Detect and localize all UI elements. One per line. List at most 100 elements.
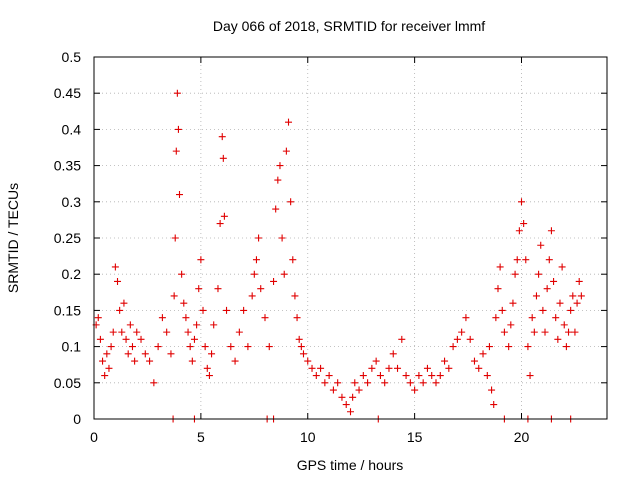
data-point <box>428 372 436 380</box>
data-point <box>453 335 461 343</box>
data-point <box>321 379 329 387</box>
data-point <box>219 154 227 162</box>
data-point <box>490 401 498 409</box>
data-point <box>445 364 453 372</box>
data-point <box>509 299 517 307</box>
data-point <box>492 314 500 322</box>
data-point <box>398 335 406 343</box>
data-point <box>278 234 286 242</box>
data-point <box>507 321 515 329</box>
x-tick-label: 10 <box>300 429 316 445</box>
data-point <box>133 328 141 336</box>
data-point <box>458 328 466 336</box>
data-point <box>99 357 107 365</box>
data-point <box>101 372 109 380</box>
data-point <box>325 372 333 380</box>
data-point <box>518 198 525 206</box>
y-tick-label: 0.45 <box>54 85 81 101</box>
data-point <box>250 270 258 278</box>
data-point <box>483 372 491 380</box>
data-point <box>105 364 113 372</box>
data-point <box>265 343 273 351</box>
y-tick-label: 0.3 <box>62 194 82 210</box>
data-point <box>513 256 521 264</box>
data-point <box>299 350 307 358</box>
y-tick-label: 0 <box>73 411 81 427</box>
data-point <box>347 408 354 416</box>
data-point <box>349 393 357 401</box>
chart-title: Day 066 of 2018, SRMTID for receiver lmm… <box>213 18 485 34</box>
data-point <box>214 285 222 293</box>
data-point <box>511 270 519 278</box>
data-point <box>128 343 136 351</box>
data-point <box>197 256 205 264</box>
data-point <box>381 379 389 387</box>
data-point <box>466 335 474 343</box>
data-point <box>556 299 564 307</box>
x-tick-label: 20 <box>514 429 530 445</box>
data-point <box>172 147 180 155</box>
data-point <box>571 328 579 336</box>
data-point <box>338 393 346 401</box>
data-point <box>252 256 260 264</box>
data-point <box>285 118 293 126</box>
data-point <box>137 335 145 343</box>
data-points <box>92 89 585 423</box>
data-point <box>124 350 132 358</box>
data-point <box>182 314 190 322</box>
data-point <box>575 277 583 285</box>
data-point <box>109 328 117 336</box>
y-tick-label: 0.5 <box>62 49 82 65</box>
data-point <box>355 386 363 394</box>
data-point <box>522 256 530 264</box>
data-point <box>280 270 288 278</box>
data-point <box>520 220 528 228</box>
data-point <box>195 285 203 293</box>
data-point <box>96 335 104 343</box>
x-tick-label: 0 <box>90 429 98 445</box>
data-point <box>188 357 196 365</box>
y-tick-label: 0.4 <box>62 121 82 137</box>
data-point <box>167 350 175 358</box>
x-tick-label: 15 <box>407 429 423 445</box>
data-point <box>334 379 342 387</box>
data-point <box>120 299 128 307</box>
y-tick-label: 0.25 <box>54 230 81 246</box>
data-point <box>154 343 162 351</box>
data-point <box>488 386 496 394</box>
data-point <box>150 379 158 387</box>
data-point <box>329 386 337 394</box>
data-point <box>170 292 178 300</box>
x-tick-label: 5 <box>197 429 205 445</box>
data-point <box>565 328 573 336</box>
data-point <box>535 270 543 278</box>
data-point <box>223 306 231 314</box>
data-point <box>368 364 376 372</box>
data-point <box>364 379 372 387</box>
data-point <box>385 364 393 372</box>
data-point <box>176 191 183 199</box>
data-point <box>122 335 130 343</box>
data-point <box>545 256 553 264</box>
data-point <box>201 343 209 351</box>
data-point <box>94 314 102 322</box>
data-point <box>470 357 478 365</box>
data-point <box>276 162 284 170</box>
data-point <box>532 292 540 300</box>
data-point <box>295 335 303 343</box>
data-point <box>205 372 213 380</box>
data-point <box>218 133 226 141</box>
data-point <box>537 241 545 249</box>
data-point <box>216 220 224 228</box>
data-point <box>539 306 547 314</box>
data-point <box>500 328 508 336</box>
data-point <box>118 328 126 336</box>
data-point <box>562 343 570 351</box>
data-point <box>415 372 423 380</box>
y-axis-label: SRMTID / TECUs <box>5 183 21 293</box>
y-tick-label: 0.05 <box>54 375 81 391</box>
data-point <box>174 125 182 133</box>
data-point <box>184 328 192 336</box>
data-point <box>261 314 269 322</box>
